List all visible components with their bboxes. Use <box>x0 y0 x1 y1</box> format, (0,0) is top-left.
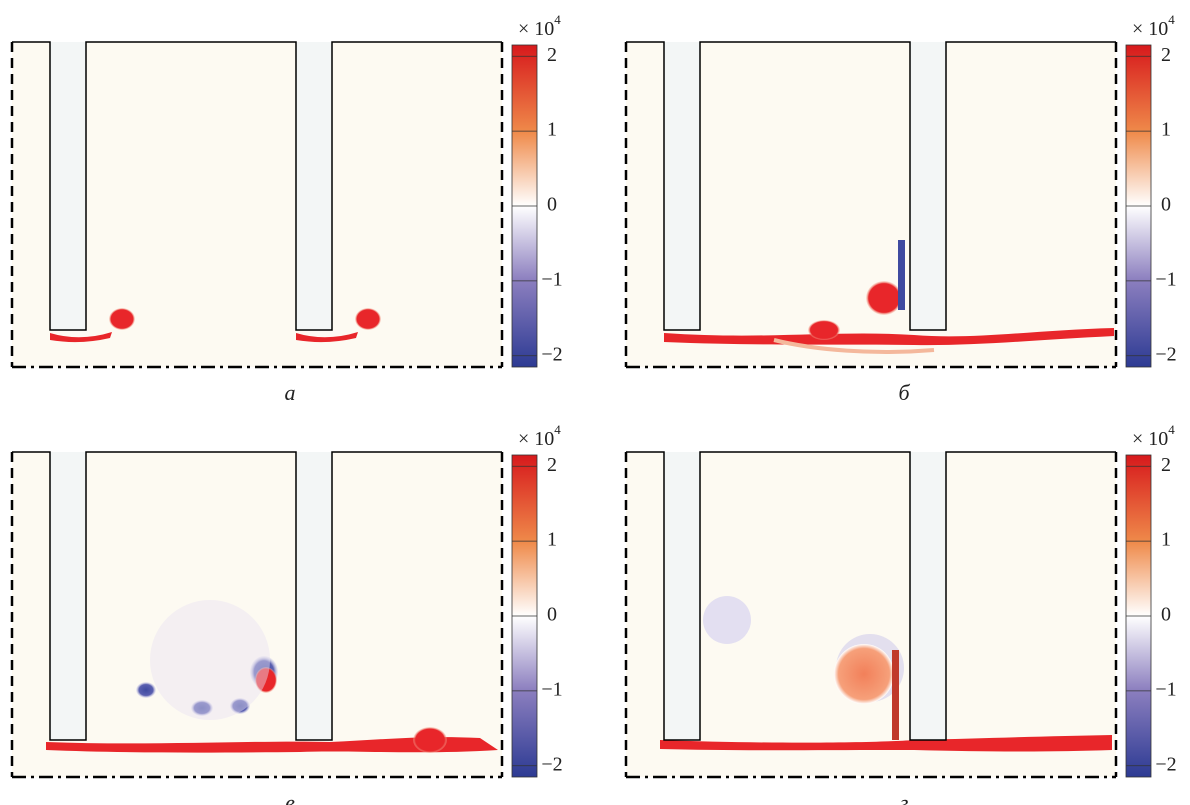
colorbar-multiplier: × 104 <box>518 422 561 450</box>
colorbar-tick-label: −2 <box>541 343 562 365</box>
flow-field <box>626 42 1116 367</box>
vortex <box>109 308 135 330</box>
colorbar-tick-label: 2 <box>1161 44 1171 66</box>
wall-outline <box>12 41 502 331</box>
colorbar-tick-label: 0 <box>547 194 557 216</box>
multiplier-base: × 10 <box>518 428 554 450</box>
vortex <box>355 308 381 330</box>
panel-caption: б <box>898 380 910 405</box>
colorbar-tick-label: 1 <box>1161 119 1171 141</box>
plate <box>910 42 946 330</box>
colorbar-tick-label: 0 <box>1161 194 1171 216</box>
plate <box>910 452 946 740</box>
multiplier-base: × 10 <box>518 18 554 40</box>
plate <box>50 42 86 330</box>
colorbar-tick-label: 0 <box>1161 604 1171 626</box>
colorbar-multiplier: × 104 <box>1132 422 1175 450</box>
multiplier-exponent: 4 <box>1168 422 1175 437</box>
plate <box>664 452 700 740</box>
flow-field <box>12 42 502 367</box>
panel-caption: г <box>900 790 909 805</box>
colorbar-tick-label: 2 <box>547 44 557 66</box>
vortex <box>191 700 213 716</box>
colorbar-tick-label: −1 <box>1155 678 1176 700</box>
vortex <box>892 650 899 740</box>
flow-field <box>12 452 502 777</box>
colorbar-tick-label: −1 <box>541 268 562 290</box>
panel: 2 1 0 −1 −2 × 104 а <box>10 12 563 405</box>
multiplier-exponent: 4 <box>1168 12 1175 27</box>
panel-caption: в <box>285 790 295 805</box>
vortex <box>808 320 840 340</box>
vortex <box>866 281 902 315</box>
multiplier-base: × 10 <box>1132 18 1168 40</box>
vortex <box>150 600 270 720</box>
vortex <box>230 698 250 714</box>
vortex <box>50 332 112 343</box>
colorbar-tick-label: 0 <box>547 604 557 626</box>
colorbar-multiplier: × 104 <box>518 12 561 40</box>
vortex <box>46 737 498 753</box>
colorbar-tick-label: −1 <box>541 678 562 700</box>
panel-caption: а <box>285 380 296 405</box>
vortex <box>255 667 277 693</box>
multiplier-exponent: 4 <box>554 422 561 437</box>
vortex <box>834 644 894 704</box>
colorbar-tick-label: −2 <box>1155 343 1176 365</box>
vortex <box>660 735 1112 752</box>
plate <box>50 452 86 740</box>
panel: 2 1 0 −1 −2 × 104 в <box>10 422 563 805</box>
multiplier-exponent: 4 <box>554 12 561 27</box>
colorbar-tick-label: −2 <box>1155 753 1176 775</box>
plate <box>296 42 332 330</box>
colorbar-tick-label: 1 <box>547 119 557 141</box>
colorbar-tick-label: 1 <box>547 529 557 551</box>
colorbar-tick-label: −2 <box>541 753 562 775</box>
plate <box>664 42 700 330</box>
wall-outline <box>626 41 1116 331</box>
wall-outline <box>12 451 502 741</box>
colorbar-tick-label: 2 <box>547 454 557 476</box>
colorbar-tick-label: 2 <box>1161 454 1171 476</box>
vortex <box>773 338 935 354</box>
wall-outline <box>626 451 1116 741</box>
panel: 2 1 0 −1 −2 × 104 б <box>624 12 1177 405</box>
vortex <box>898 240 905 310</box>
plate <box>296 452 332 740</box>
colorbar-multiplier: × 104 <box>1132 12 1175 40</box>
vortex <box>296 332 358 343</box>
panel: 2 1 0 −1 −2 × 104 г <box>624 422 1177 805</box>
vortex <box>136 682 156 698</box>
vortex <box>703 596 751 644</box>
vortex <box>413 727 447 753</box>
colorbar-tick-label: 1 <box>1161 529 1171 551</box>
multiplier-base: × 10 <box>1132 428 1168 450</box>
colorbar-tick-label: −1 <box>1155 268 1176 290</box>
